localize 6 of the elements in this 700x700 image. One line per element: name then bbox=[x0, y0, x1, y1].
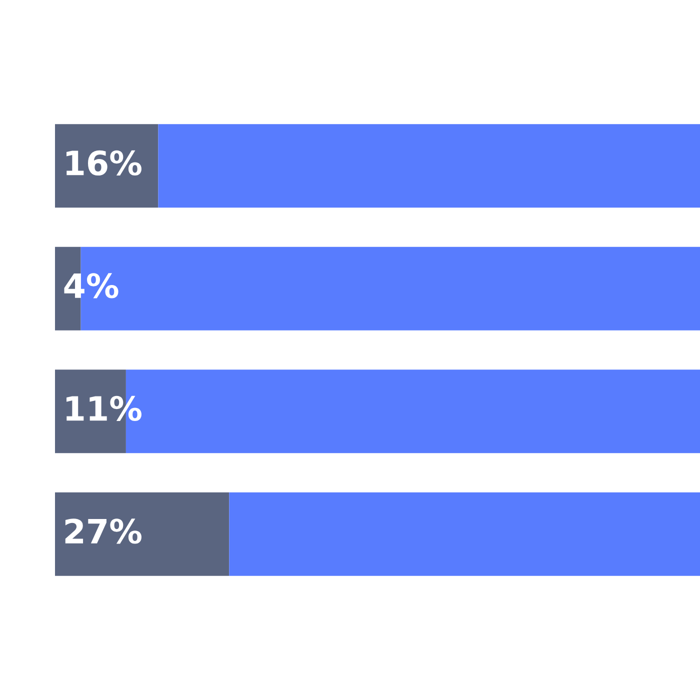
data-label: 16% bbox=[66, 150, 142, 176]
bar bbox=[55, 124, 158, 208]
bar bbox=[55, 492, 230, 576]
data-label: 27% bbox=[65, 518, 142, 544]
bar bbox=[158, 124, 700, 208]
bar bbox=[229, 492, 700, 576]
